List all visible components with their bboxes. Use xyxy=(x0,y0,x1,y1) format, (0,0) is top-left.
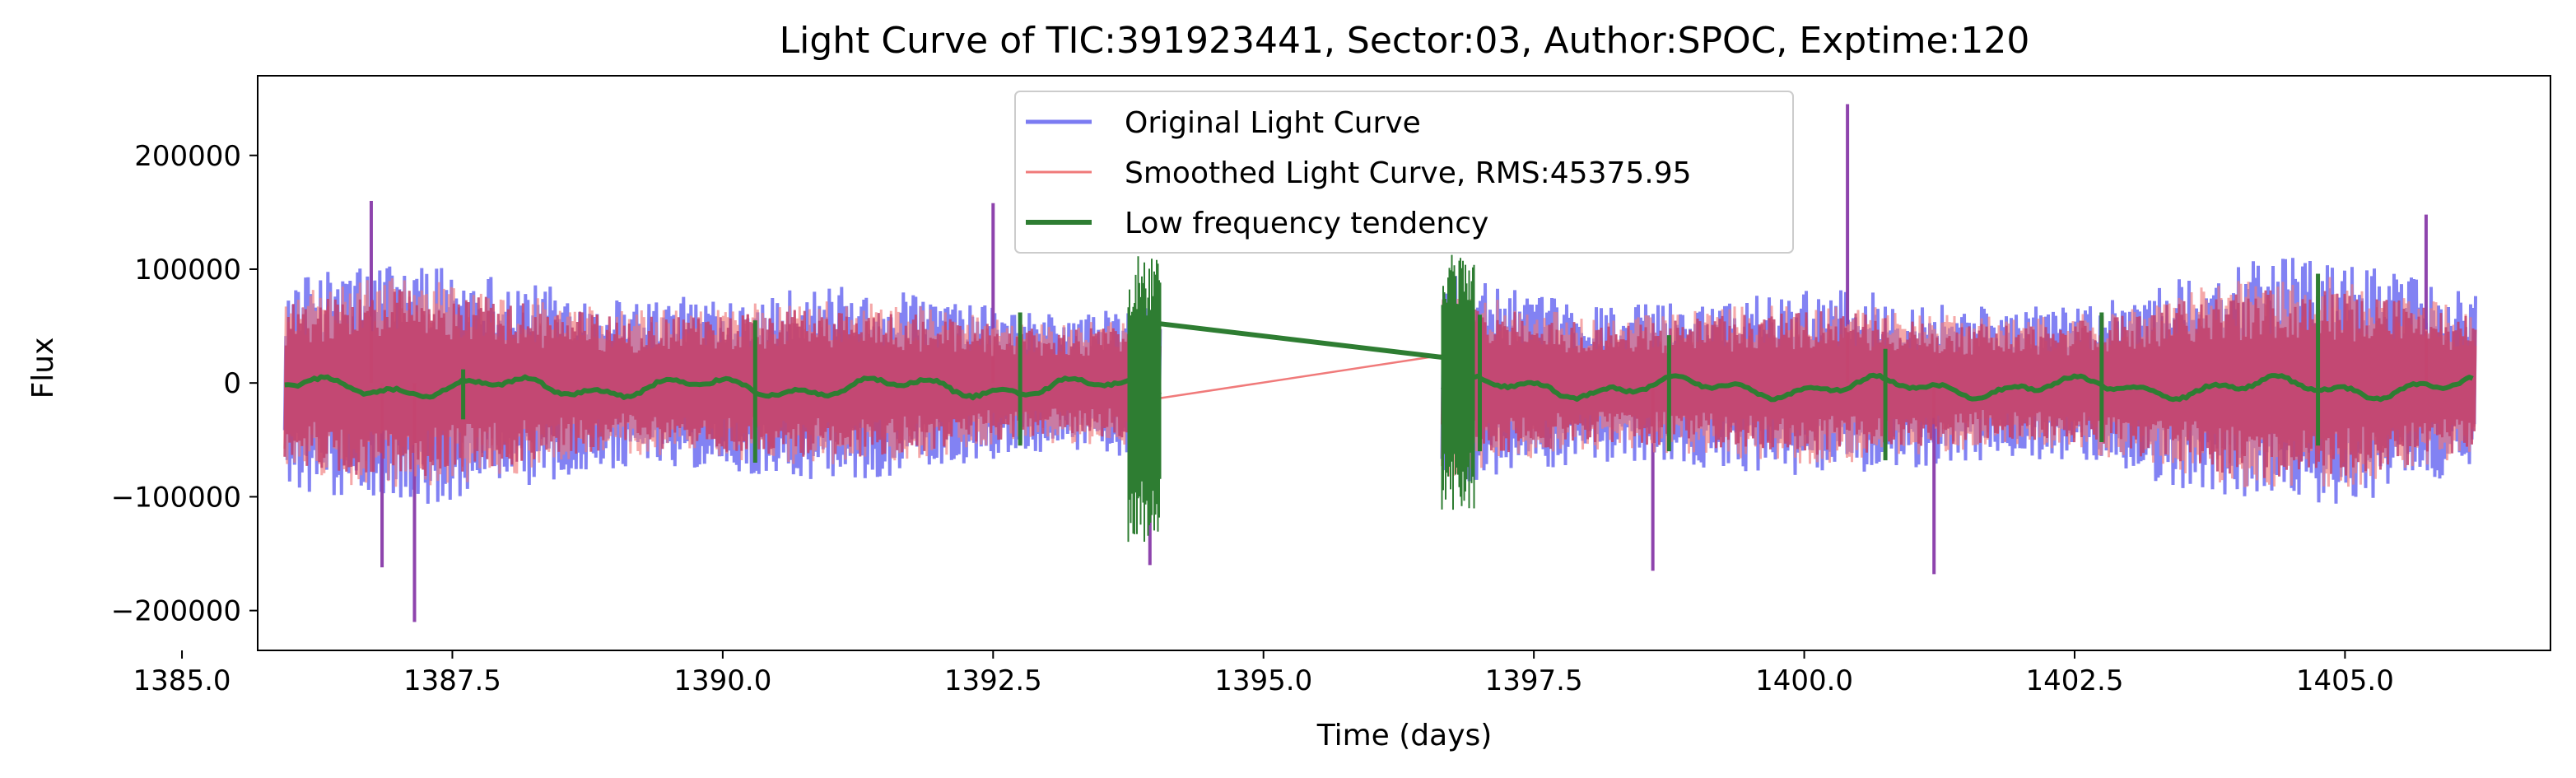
y-tick-label: −100000 xyxy=(111,481,241,514)
x-tick-label: 1392.5 xyxy=(944,664,1042,697)
series-trend-line xyxy=(284,372,2474,403)
y-axis-label: Flux xyxy=(26,338,60,399)
y-tick-label: 100000 xyxy=(134,254,241,287)
axis-ticks: 1385.0 1387.5 1390.0 1392.5 1395.0 1397.5 1400… xyxy=(111,140,2394,697)
series-trend-gap-bridge xyxy=(1160,321,1448,361)
series-smoothed-gap-bridge xyxy=(1155,353,1448,400)
y-tick-label: 0 xyxy=(223,367,241,400)
x-tick-label: 1402.5 xyxy=(2025,664,2123,697)
y-tick-label: −200000 xyxy=(111,595,241,628)
plot-frame xyxy=(257,75,2551,651)
x-tick-label: 1385.0 xyxy=(133,664,231,697)
chart-title: Light Curve of TIC:391923441, Sector:03,… xyxy=(780,20,2030,62)
y-tick-label: 200000 xyxy=(134,140,241,173)
plot-area xyxy=(282,104,2477,622)
x-tick-label: 1387.5 xyxy=(403,664,501,697)
x-tick-label: 1390.0 xyxy=(673,664,771,697)
series-smoothed-overlay xyxy=(283,290,2477,478)
x-axis-label: Time (days) xyxy=(1316,719,1493,752)
series-trend-dense-block-0 xyxy=(1127,256,1162,543)
legend-label-0: Original Light Curve xyxy=(1125,106,1421,140)
x-tick-label: 1400.0 xyxy=(1755,664,1853,697)
legend-label-1: Smoothed Light Curve, RMS:45375.95 xyxy=(1125,156,1692,190)
x-tick-label: 1395.0 xyxy=(1214,664,1312,697)
legend-label-2: Low frequency tendency xyxy=(1125,207,1488,240)
series-trend-dense-block-1 xyxy=(1441,254,1475,510)
legend: Original Light Curve Smoothed Light Curve… xyxy=(1014,91,1794,254)
x-tick-label: 1405.0 xyxy=(2296,664,2394,697)
legend-box xyxy=(1014,91,1794,254)
x-tick-label: 1397.5 xyxy=(1485,664,1583,697)
